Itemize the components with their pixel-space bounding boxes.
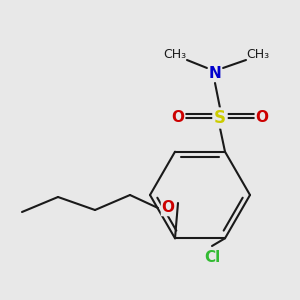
- Text: Cl: Cl: [204, 250, 220, 266]
- Text: O: O: [172, 110, 184, 125]
- Text: N: N: [208, 65, 221, 80]
- Text: O: O: [256, 110, 268, 125]
- Text: CH₃: CH₃: [164, 49, 187, 62]
- Text: CH₃: CH₃: [246, 49, 270, 62]
- Text: O: O: [161, 200, 175, 215]
- Text: S: S: [214, 109, 226, 127]
